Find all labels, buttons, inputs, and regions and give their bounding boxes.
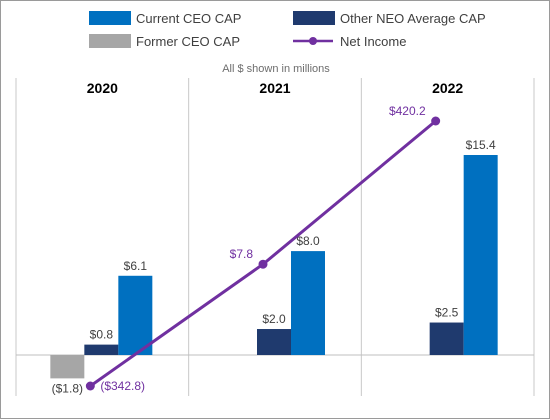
data-label-other-neo-average-cap: $0.8 [90,328,114,342]
legend-item-current-ceo-cap: Current CEO CAP [89,11,241,26]
chart-subtitle: All $ shown in millions [222,63,330,75]
bar-current-ceo-cap [463,155,498,355]
net-income-label: ($342.8) [100,379,145,393]
bar-former-ceo-cap [50,355,85,379]
net-income-point [431,116,441,126]
net-income-line: ($342.8) $7.8 $420.2 [85,104,441,393]
section-dividers [15,78,535,396]
bar-current-ceo-cap [118,275,153,355]
bar-current-ceo-cap [291,251,325,355]
net-income-point [258,259,268,269]
data-label-former-ceo-cap: ($1.8) [52,381,83,395]
data-label-other-neo-average-cap: $2.0 [262,312,286,326]
data-label-current-ceo-cap: $8.0 [296,234,320,248]
net-income-label: $420.2 [389,104,426,118]
legend-label-current-ceo-cap: Current CEO CAP [136,11,241,26]
year-labels: 2020 2021 2022 [87,80,464,96]
bar-other-neo-average-cap [84,344,119,355]
legend-swatch-current-ceo-cap [89,11,131,25]
legend-swatch-former-ceo-cap [89,34,131,48]
legend-item-former-ceo-cap: Former CEO CAP [89,34,240,49]
data-label-other-neo-average-cap: $2.5 [435,306,459,320]
bar-other-neo-average-cap [257,329,291,355]
legend-swatch-other-neo-average-cap [293,11,335,25]
net-income-point [85,381,95,391]
net-income-label: $7.8 [230,247,254,261]
bar-series: ($1.8) $0.8 $6.1 $2.0 $8.0 $2.5 $15.4 [50,138,498,395]
legend-label-other-neo-average-cap: Other NEO Average CAP [340,11,486,26]
legend-label-former-ceo-cap: Former CEO CAP [136,34,240,49]
year-label: 2022 [432,80,463,96]
bar-other-neo-average-cap [429,322,464,355]
legend-item-other-neo-average-cap: Other NEO Average CAP [293,11,486,26]
data-label-current-ceo-cap: $15.4 [466,138,496,152]
year-label: 2021 [259,80,290,96]
legend-label-net-income: Net Income [340,34,406,49]
data-label-current-ceo-cap: $6.1 [124,259,148,273]
legend: Current CEO CAP Other NEO Average CAP Form… [89,11,486,49]
legend-item-net-income: Net Income [293,34,406,49]
year-label: 2020 [87,80,118,96]
legend-marker-net-income [309,37,317,45]
